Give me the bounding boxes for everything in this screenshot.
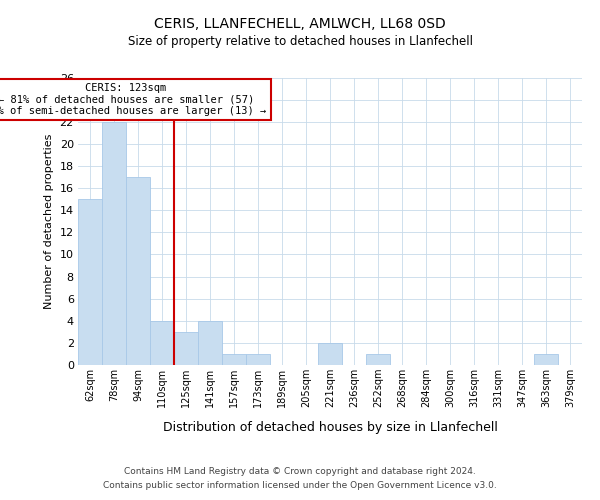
Bar	[222, 354, 246, 365]
Bar	[534, 354, 558, 365]
Text: CERIS: 123sqm
← 81% of detached houses are smaller (57)
19% of semi-detached hou: CERIS: 123sqm ← 81% of detached houses a…	[0, 83, 266, 116]
Text: Contains public sector information licensed under the Open Government Licence v3: Contains public sector information licen…	[103, 481, 497, 490]
Bar	[198, 321, 222, 365]
Bar	[366, 354, 390, 365]
Bar	[318, 343, 342, 365]
Y-axis label: Number of detached properties: Number of detached properties	[44, 134, 54, 309]
Bar	[78, 199, 102, 365]
Bar	[150, 321, 174, 365]
Text: Size of property relative to detached houses in Llanfechell: Size of property relative to detached ho…	[128, 35, 473, 48]
Text: CERIS, LLANFECHELL, AMLWCH, LL68 0SD: CERIS, LLANFECHELL, AMLWCH, LL68 0SD	[154, 18, 446, 32]
Text: Contains HM Land Registry data © Crown copyright and database right 2024.: Contains HM Land Registry data © Crown c…	[124, 467, 476, 476]
Bar	[174, 332, 198, 365]
Bar	[102, 122, 126, 365]
Bar	[126, 177, 150, 365]
Bar	[246, 354, 270, 365]
X-axis label: Distribution of detached houses by size in Llanfechell: Distribution of detached houses by size …	[163, 421, 497, 434]
